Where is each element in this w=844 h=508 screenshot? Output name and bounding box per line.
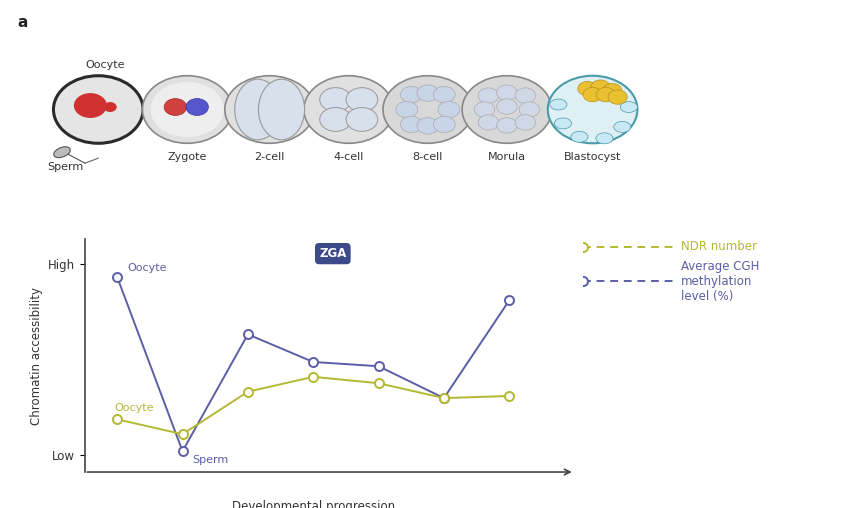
Circle shape	[437, 101, 459, 118]
Circle shape	[382, 76, 472, 143]
Text: Sperm: Sperm	[192, 456, 228, 465]
Circle shape	[150, 82, 224, 137]
Circle shape	[400, 86, 422, 103]
Text: Blastocyst: Blastocyst	[563, 152, 620, 162]
Circle shape	[478, 115, 498, 130]
Ellipse shape	[613, 121, 630, 133]
Text: 8-cell: 8-cell	[412, 152, 442, 162]
Ellipse shape	[346, 108, 377, 132]
Circle shape	[596, 87, 614, 102]
Circle shape	[462, 76, 551, 143]
Ellipse shape	[258, 79, 304, 140]
Circle shape	[433, 86, 455, 103]
Circle shape	[518, 102, 539, 117]
Circle shape	[602, 83, 621, 98]
Text: Sperm: Sperm	[47, 162, 84, 172]
Circle shape	[473, 102, 494, 117]
Circle shape	[73, 93, 106, 118]
Circle shape	[164, 99, 187, 115]
Circle shape	[496, 99, 517, 114]
Ellipse shape	[346, 88, 377, 111]
Text: Oocyte: Oocyte	[127, 263, 166, 273]
Y-axis label: Chromatin accessibility: Chromatin accessibility	[30, 287, 43, 425]
Text: 4-cell: 4-cell	[333, 152, 364, 162]
Circle shape	[225, 76, 314, 143]
Circle shape	[416, 118, 438, 134]
Circle shape	[416, 85, 438, 101]
Ellipse shape	[54, 147, 70, 157]
Circle shape	[496, 118, 517, 133]
Text: ZGA: ZGA	[319, 247, 346, 260]
Circle shape	[53, 76, 143, 143]
Ellipse shape	[595, 133, 612, 144]
Ellipse shape	[319, 108, 351, 132]
Ellipse shape	[319, 88, 351, 111]
Circle shape	[577, 81, 596, 96]
Ellipse shape	[619, 102, 636, 112]
Text: Oocyte: Oocyte	[85, 60, 124, 70]
Text: NDR number: NDR number	[680, 240, 756, 253]
Text: Average CGH
methylation
level (%): Average CGH methylation level (%)	[680, 260, 759, 303]
Circle shape	[547, 76, 636, 143]
Ellipse shape	[235, 79, 280, 140]
Circle shape	[496, 85, 517, 100]
Ellipse shape	[549, 99, 566, 110]
Circle shape	[104, 102, 116, 112]
Text: Zygote: Zygote	[167, 152, 207, 162]
Ellipse shape	[554, 118, 571, 129]
Circle shape	[304, 76, 393, 143]
Circle shape	[400, 116, 422, 133]
Circle shape	[433, 116, 455, 133]
Circle shape	[395, 101, 417, 118]
Circle shape	[143, 76, 232, 143]
Circle shape	[582, 87, 602, 102]
Text: Morula: Morula	[487, 152, 525, 162]
Circle shape	[515, 115, 535, 130]
Circle shape	[590, 80, 609, 94]
Text: Developmental progression: Developmental progression	[231, 500, 394, 508]
Text: a: a	[17, 15, 27, 30]
Circle shape	[478, 88, 498, 103]
Text: Oocyte: Oocyte	[114, 403, 154, 413]
Circle shape	[186, 99, 208, 115]
Circle shape	[608, 90, 626, 104]
Circle shape	[515, 88, 535, 103]
Ellipse shape	[571, 132, 587, 142]
Text: 2-cell: 2-cell	[254, 152, 284, 162]
